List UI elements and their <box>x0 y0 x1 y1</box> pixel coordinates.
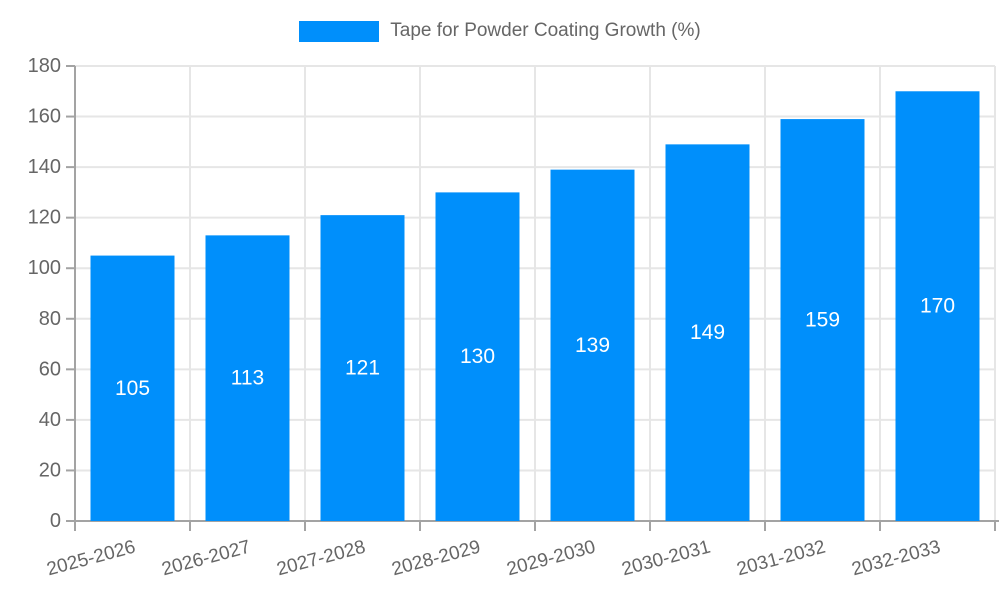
x-tick-label: 2027-2028 <box>275 537 368 581</box>
bar-2027-2028[interactable] <box>320 215 405 521</box>
x-tick-label: 2032-2033 <box>850 537 943 581</box>
x-tick-label: 2030-2031 <box>620 537 713 581</box>
bar-2030-2031[interactable] <box>665 144 750 521</box>
bar-value-label: 105 <box>115 377 150 400</box>
x-tick-label: 2031-2032 <box>735 537 828 581</box>
legend: Tape for Powder Coating Growth (%) <box>0 20 1000 42</box>
legend-item[interactable]: Tape for Powder Coating Growth (%) <box>299 20 701 42</box>
bar-value-label: 149 <box>690 321 725 344</box>
bar-2026-2027[interactable] <box>205 235 290 521</box>
bar-value-label: 139 <box>575 334 610 357</box>
bar-value-label: 130 <box>460 345 495 368</box>
bar-2031-2032[interactable] <box>780 119 865 521</box>
y-tick-label: 160 <box>28 106 61 128</box>
y-tick-label: 80 <box>39 308 61 330</box>
x-tick-label: 2025-2026 <box>45 537 138 581</box>
y-tick-label: 40 <box>39 409 61 431</box>
y-tick-label: 0 <box>50 510 61 532</box>
x-tick-label: 2028-2029 <box>390 537 483 581</box>
bar-value-label: 121 <box>345 357 380 380</box>
bar-2029-2030[interactable] <box>550 169 635 521</box>
bar-value-label: 113 <box>231 367 264 390</box>
y-tick-label: 180 <box>28 55 61 77</box>
y-tick-label: 140 <box>28 156 61 178</box>
y-tick-label: 20 <box>39 459 61 481</box>
y-tick-label: 100 <box>28 257 61 279</box>
y-tick-label: 120 <box>28 207 61 229</box>
bar-value-label: 159 <box>805 309 840 332</box>
y-tick-label: 60 <box>39 358 61 380</box>
x-tick-label: 2029-2030 <box>505 537 598 581</box>
bar-value-label: 170 <box>920 295 955 318</box>
bar-2032-2033[interactable] <box>895 91 980 522</box>
x-tick-label: 2026-2027 <box>160 537 253 581</box>
bar-2025-2026[interactable] <box>90 255 175 522</box>
legend-swatch-icon <box>299 20 380 42</box>
legend-label: Tape for Powder Coating Growth (%) <box>390 20 701 41</box>
bar-2028-2029[interactable] <box>435 192 520 521</box>
